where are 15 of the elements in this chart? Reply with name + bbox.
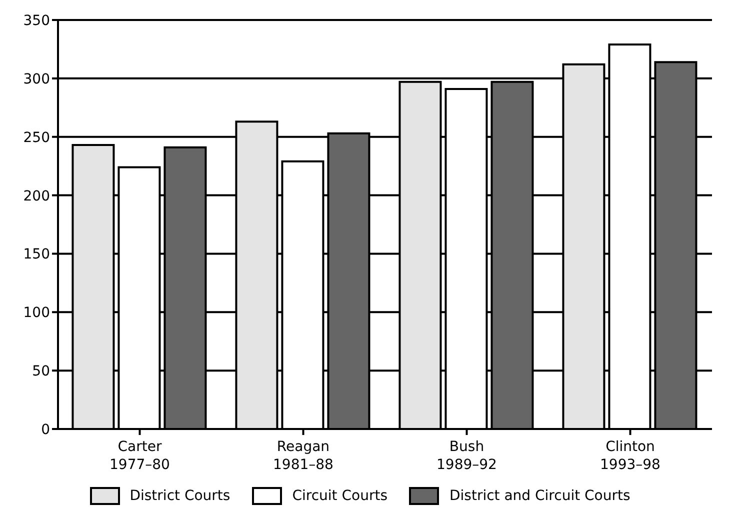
- x-tick-label: Clinton 1993–98: [600, 439, 660, 473]
- y-tick-label: 250: [23, 130, 50, 146]
- x-tick-label: Carter 1977–80: [110, 439, 170, 473]
- legend-label: Circuit Courts: [292, 488, 388, 504]
- legend-label: District and Circuit Courts: [449, 488, 630, 504]
- y-tick-label: 350: [23, 12, 50, 29]
- y-tick-label: 0: [41, 422, 50, 438]
- y-tick-label: 300: [23, 71, 50, 88]
- y-tick-label: 50: [32, 364, 50, 380]
- x-tick-label: Bush 1989–92: [436, 439, 497, 473]
- legend-label: District Courts: [130, 488, 230, 504]
- y-tick-label: 150: [23, 246, 50, 263]
- y-tick-label: 200: [23, 188, 50, 204]
- y-tick-label: 100: [23, 305, 50, 322]
- x-tick-label: Reagan 1981–88: [273, 439, 334, 473]
